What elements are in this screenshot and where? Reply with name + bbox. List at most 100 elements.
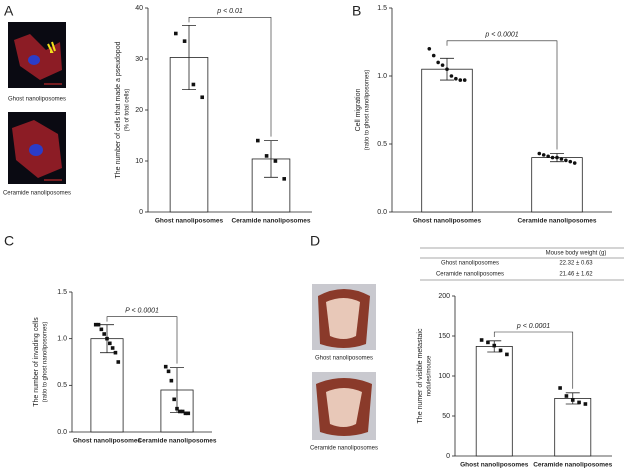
x-tick-label: Ceramide nanoliposomes: [137, 438, 216, 445]
data-point: [116, 360, 121, 364]
micrograph: [8, 112, 66, 184]
data-point: [445, 67, 449, 71]
data-point: [99, 327, 104, 332]
data-point: [505, 352, 509, 357]
data-point: [182, 39, 187, 43]
bar: [90, 338, 124, 433]
y-tick-label: 200: [438, 293, 450, 300]
annotation: p < 0.0001: [484, 32, 518, 39]
x-tick-label: Ceramide nanoliposomes: [517, 218, 596, 225]
data-point: [186, 411, 191, 416]
data-point: [564, 158, 568, 163]
x-tick-label: Ceramide nanoliposomes: [231, 218, 310, 225]
x-tick-label: Ghost nanoliposomes: [73, 438, 142, 445]
data-point: [180, 409, 185, 414]
data-point: [440, 63, 445, 67]
error-bar: [264, 140, 278, 178]
data-point: [559, 157, 564, 161]
data-point: [163, 364, 168, 369]
data-point: [449, 74, 454, 78]
image-caption: Ceramide nanoliposomes: [310, 446, 378, 452]
y-tick-label: 40: [135, 5, 143, 12]
y-tick-label: 0.0: [57, 429, 67, 436]
data-point: [175, 406, 179, 411]
y-tick-label: 10: [135, 158, 143, 165]
micrograph: [8, 22, 66, 88]
panel-letter: D: [310, 233, 320, 249]
data-point: [183, 411, 188, 416]
y-axis-label: The number of cells that made a pseudopo…: [115, 41, 122, 178]
table-header: Mouse body weight (g): [546, 251, 607, 257]
data-point: [570, 398, 575, 402]
y-tick-label: 0.5: [377, 141, 387, 148]
image-caption: Ghost nanoliposomes: [315, 356, 373, 362]
y-axis-label: nodules/mouse: [427, 355, 433, 396]
annotation: p < 0.01: [216, 8, 243, 15]
significance-bracket: [106, 316, 178, 364]
y-tick-label: 0.0: [377, 209, 387, 216]
data-point: [255, 138, 260, 143]
data-point: [273, 159, 278, 163]
data-point: [93, 322, 98, 327]
y-tick-label: 0: [446, 453, 450, 460]
data-point: [454, 76, 458, 81]
data-point: [427, 47, 432, 51]
y-tick-label: 150: [438, 333, 450, 340]
data-point: [462, 78, 467, 82]
bar: [531, 157, 583, 213]
data-point: [555, 155, 559, 160]
significance-bracket: [446, 40, 558, 150]
x-tick-label: Ghost nanoliposomes: [413, 218, 482, 225]
data-point: [96, 322, 101, 327]
data-point: [102, 332, 106, 336]
bar: [554, 397, 592, 457]
significance-bracket: [493, 331, 574, 389]
panel-letter: C: [4, 233, 14, 249]
image-caption: Ghost nanoliposomes: [8, 97, 66, 103]
y-tick-label: 0: [139, 209, 143, 216]
y-axis-label: The number of invading cells: [33, 317, 40, 407]
weight-table: Mouse body weight (g) Ghost nanoliposome…: [420, 247, 624, 281]
tissue-photo: [312, 284, 376, 350]
panel-letter: B: [352, 3, 361, 19]
y-tick-label: 20: [135, 107, 143, 114]
data-point: [108, 341, 112, 346]
y-tick-label: 30: [135, 56, 143, 63]
y-tick-label: 1.0: [377, 73, 387, 80]
bar: [475, 345, 513, 457]
data-point: [568, 159, 573, 164]
data-point: [113, 350, 118, 355]
y-tick-label: 1.5: [57, 289, 67, 296]
table-cell: 21.46 ± 1.62: [559, 272, 593, 278]
y-tick-label: 1.5: [377, 5, 387, 12]
data-point: [169, 378, 174, 383]
data-point: [486, 340, 490, 345]
annotation: p < 0.0001: [516, 323, 550, 330]
data-point: [537, 151, 542, 156]
data-point: [166, 369, 171, 374]
y-axis-label: (ratio to ghost nanoliposomes): [365, 70, 371, 151]
data-point: [458, 78, 463, 82]
data-point: [572, 161, 577, 165]
data-point: [577, 400, 581, 405]
significance-bracket: [188, 17, 272, 137]
data-point: [431, 53, 436, 58]
data-point: [479, 338, 484, 342]
y-tick-label: 0.5: [57, 382, 67, 389]
data-point: [264, 154, 269, 158]
image-caption: Ceramide nanoliposomes: [3, 191, 71, 197]
y-axis-label: (% of total cells): [125, 89, 131, 132]
data-point: [172, 397, 176, 402]
data-point: [550, 155, 555, 160]
data-point: [564, 394, 569, 398]
y-tick-label: 1.0: [57, 336, 67, 343]
data-point: [105, 336, 109, 341]
data-point: [583, 402, 588, 406]
y-axis-label: Cell migration: [355, 88, 362, 131]
data-point: [191, 82, 196, 87]
data-point: [178, 409, 182, 414]
data-point: [541, 153, 546, 157]
tissue-photo: [312, 372, 376, 440]
x-tick-label: Ghost nanoliposomes: [460, 462, 529, 469]
